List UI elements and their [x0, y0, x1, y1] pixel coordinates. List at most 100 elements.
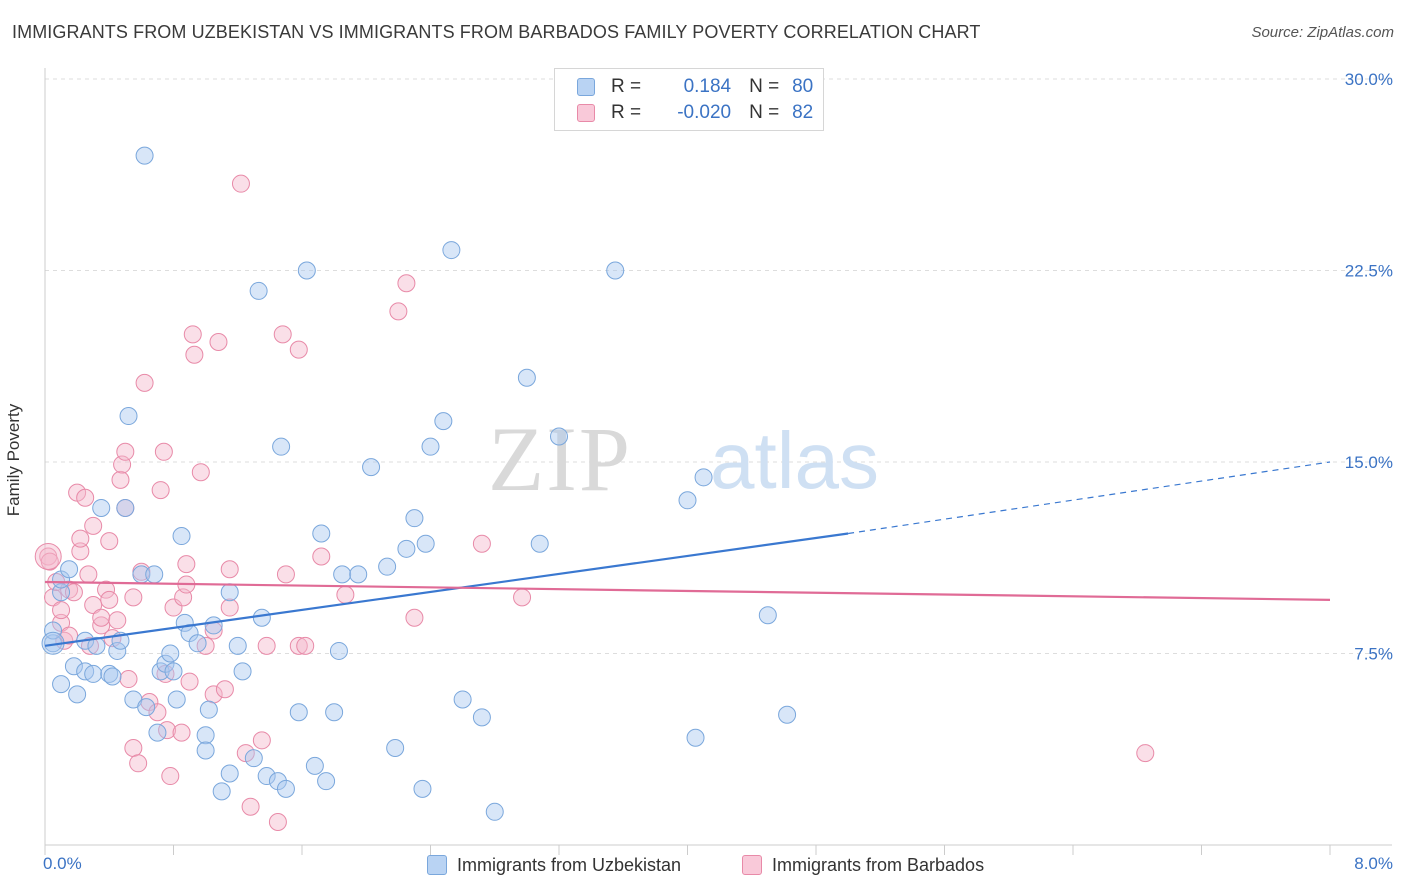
point-uzbekistan — [362, 458, 381, 477]
series-barbados-points — [34, 174, 1155, 832]
point-barbados — [273, 325, 292, 344]
point-uzbekistan — [148, 723, 167, 742]
point-barbados — [276, 565, 295, 584]
correlation-legend: R = 0.184 N = 80 R = -0.020 N = 82 — [554, 68, 824, 131]
axes — [44, 68, 1392, 855]
point-uzbekistan — [52, 675, 71, 694]
point-barbados — [151, 481, 170, 500]
legend-swatch-blue — [577, 78, 595, 96]
point-barbados — [397, 274, 416, 293]
point-barbados — [111, 470, 130, 489]
y-tick-label: 15.0% — [1345, 453, 1393, 472]
gridlines — [45, 78, 1392, 654]
point-uzbekistan — [249, 281, 268, 300]
point-uzbekistan — [87, 636, 106, 655]
point-barbados — [177, 555, 196, 574]
point-barbados — [257, 636, 276, 655]
point-uzbekistan — [92, 498, 111, 517]
point-uzbekistan — [397, 539, 416, 558]
legend-n-value: 80 — [792, 76, 814, 97]
point-barbados — [180, 672, 199, 691]
legend-row-uzbekistan: R = 0.184 N = 80 — [577, 75, 813, 99]
point-uzbekistan — [204, 616, 223, 635]
point-uzbekistan — [386, 738, 405, 757]
point-barbados — [191, 463, 210, 482]
legend-n-label: N = — [749, 102, 780, 123]
point-uzbekistan — [172, 527, 191, 546]
point-barbados — [119, 670, 138, 689]
point-barbados — [209, 332, 228, 351]
point-uzbekistan — [276, 779, 295, 798]
point-uzbekistan — [333, 565, 352, 584]
point-barbados — [289, 636, 308, 655]
point-uzbekistan — [212, 782, 231, 801]
point-barbados — [220, 560, 239, 579]
point-uzbekistan — [606, 261, 625, 280]
point-uzbekistan — [434, 412, 453, 431]
watermark-zip: ZIP — [488, 408, 632, 510]
legend-item-barbados: Immigrants from Barbados — [742, 852, 984, 878]
legend-swatch-blue — [427, 855, 447, 875]
legend-n-value: 82 — [792, 102, 814, 123]
watermark-atlas: atlas — [710, 416, 879, 505]
point-uzbekistan — [135, 146, 154, 165]
y-tick-label: 30.0% — [1345, 70, 1393, 89]
point-barbados — [135, 373, 154, 392]
chart-title: IMMIGRANTS FROM UZBEKISTAN VS IMMIGRANTS… — [12, 22, 981, 42]
point-uzbekistan — [758, 606, 777, 625]
point-uzbekistan — [349, 565, 368, 584]
point-uzbekistan — [442, 241, 461, 260]
point-barbados — [472, 534, 491, 553]
point-uzbekistan — [103, 667, 122, 686]
point-uzbekistan — [137, 698, 156, 717]
point-uzbekistan — [196, 741, 215, 760]
point-barbados — [84, 516, 103, 535]
point-barbados — [154, 442, 173, 461]
legend-r-label: R = — [611, 102, 642, 123]
point-uzbekistan — [485, 802, 504, 821]
legend-item-uzbekistan: Immigrants from Uzbekistan — [427, 852, 681, 878]
point-barbados — [64, 583, 83, 602]
point-uzbekistan — [252, 608, 271, 627]
point-barbados — [40, 552, 59, 571]
x-tick-label-right: 8.0% — [1354, 854, 1393, 873]
point-barbados — [92, 608, 111, 627]
point-uzbekistan — [68, 685, 87, 704]
series-uzbekistan-points — [41, 146, 797, 821]
point-barbados — [1136, 744, 1155, 763]
point-uzbekistan — [84, 664, 103, 683]
point-uzbekistan — [325, 703, 344, 722]
point-uzbekistan — [167, 690, 186, 709]
point-barbados — [252, 731, 271, 750]
point-uzbekistan — [421, 437, 440, 456]
point-uzbekistan — [517, 368, 536, 387]
legend-row-barbados: R = -0.020 N = 82 — [577, 101, 813, 125]
point-barbados — [289, 340, 308, 359]
point-uzbekistan — [694, 468, 713, 487]
legend-label: Immigrants from Barbados — [772, 854, 985, 875]
tick-labels: 7.5% 15.0% 22.5% 30.0% 0.0% 8.0% — [43, 70, 1393, 873]
point-uzbekistan — [416, 534, 435, 553]
point-barbados — [231, 174, 250, 193]
point-barbados — [312, 547, 331, 566]
point-barbados — [34, 542, 62, 570]
point-uzbekistan — [329, 641, 348, 660]
point-uzbekistan — [196, 726, 215, 745]
legend-n-label: N = — [749, 76, 780, 97]
point-barbados — [71, 542, 90, 561]
point-uzbekistan — [116, 498, 135, 517]
point-barbados — [220, 598, 239, 617]
point-barbados — [100, 590, 119, 609]
point-uzbekistan — [52, 583, 71, 602]
point-uzbekistan — [550, 427, 568, 446]
point-uzbekistan — [305, 756, 324, 775]
point-barbados — [129, 754, 148, 773]
point-barbados — [296, 636, 315, 655]
point-uzbekistan — [413, 779, 432, 798]
point-barbados — [161, 767, 180, 786]
point-barbados — [405, 608, 424, 627]
point-uzbekistan — [220, 583, 239, 602]
point-barbados — [215, 680, 234, 699]
point-barbados — [97, 580, 116, 599]
